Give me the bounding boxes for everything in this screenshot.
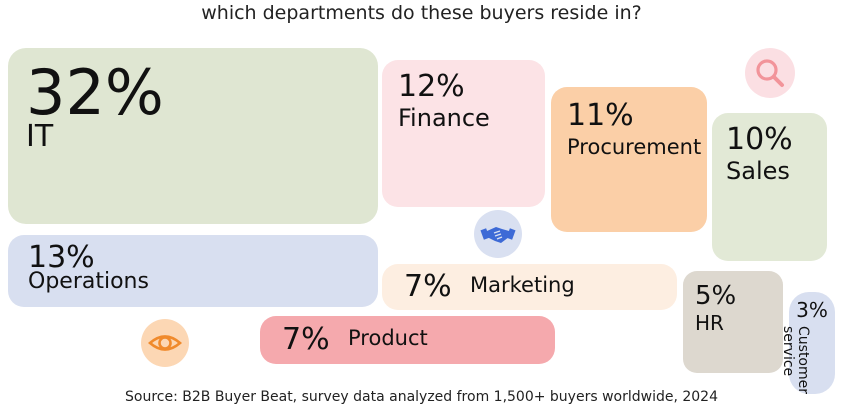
tile-label: Customer service [780,326,811,395]
tile-value: 11% [567,98,634,133]
tile-label: IT [26,119,54,154]
tile-finance: 12% Finance [382,60,545,207]
tile-value: 10% [726,122,793,157]
tile-hr: 5% HR [683,271,783,373]
tile-it: 32% IT [8,48,378,224]
tile-marketing: 7% Marketing [382,264,677,310]
tile-value: 7% [282,322,330,357]
tile-customer-service: 3% Customer service [780,292,835,394]
tile-value: 32% [26,56,164,129]
magnifier-icon [745,48,795,98]
tile-value: 7% [404,269,452,304]
tile-label: Product [348,326,428,350]
tile-value: 3% [796,298,828,322]
tile-sales: 10% Sales [712,113,827,261]
tile-label: Sales [726,157,790,185]
tile-label: HR [695,311,724,335]
tile-label: Operations [28,269,149,294]
tile-label: Finance [398,104,490,132]
chart-title: which departments do these buyers reside… [201,2,642,24]
tile-product: 7% Product [260,316,555,364]
tile-label: Procurement [567,135,702,159]
tile-operations: 13% Operations [8,235,378,307]
tile-value: 13% [28,240,95,275]
handshake-icon [474,210,522,258]
eye-icon [141,319,189,367]
tile-procurement: 11% Procurement [551,87,707,232]
tile-value: 5% [695,281,737,311]
source-note: Source: B2B Buyer Beat, survey data anal… [125,389,718,405]
tile-value: 12% [398,69,465,104]
tile-label: Marketing [470,273,575,297]
